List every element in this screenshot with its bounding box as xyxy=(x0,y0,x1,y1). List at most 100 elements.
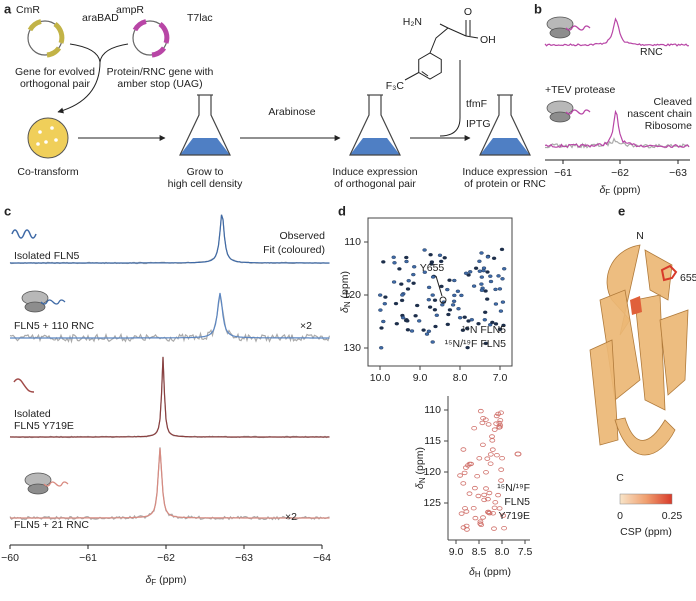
contour xyxy=(474,474,481,479)
contour xyxy=(492,500,499,505)
label: C xyxy=(616,472,624,484)
peak xyxy=(445,287,450,292)
peak xyxy=(413,314,418,318)
peak xyxy=(469,318,474,322)
spectrum xyxy=(10,214,330,264)
label: nascent chain xyxy=(627,108,692,120)
peak xyxy=(483,289,488,293)
peak xyxy=(500,300,506,304)
nascent-chain xyxy=(565,25,591,31)
axis-symbol: δ xyxy=(599,184,605,196)
contour xyxy=(485,422,492,427)
peak xyxy=(439,259,444,264)
residue-sticks xyxy=(660,264,678,282)
peak xyxy=(463,271,469,275)
peak xyxy=(479,282,484,286)
flask-liquid xyxy=(480,138,530,155)
peak xyxy=(481,268,486,273)
peak xyxy=(452,278,457,283)
peak xyxy=(498,309,504,313)
axis-unit: (ppm) xyxy=(339,271,351,301)
peak xyxy=(497,287,503,291)
axis-subscript: F xyxy=(151,578,156,587)
spectrum xyxy=(544,17,690,47)
tick-label: 110 xyxy=(344,236,361,248)
axis-unit: (ppm) xyxy=(414,447,426,477)
isolated-chain xyxy=(13,378,35,393)
peak xyxy=(493,302,499,306)
contour xyxy=(477,521,484,526)
tick-label: 120 xyxy=(343,289,361,301)
peak xyxy=(404,259,409,264)
label: FLN5 + 110 RNC xyxy=(14,320,94,332)
spectrum xyxy=(10,447,330,519)
flask-liquid xyxy=(350,138,400,155)
axis-label: δF (ppm) xyxy=(599,184,640,197)
peak xyxy=(485,270,490,274)
label: ×2 xyxy=(300,320,312,332)
contour xyxy=(480,515,486,520)
contour xyxy=(460,481,467,486)
flask xyxy=(179,95,231,156)
peak xyxy=(426,285,432,290)
peak xyxy=(432,298,438,302)
highlight xyxy=(439,296,447,304)
label: tfmF xyxy=(466,98,487,110)
peak xyxy=(433,324,438,329)
peak xyxy=(430,340,435,344)
label: Isolated FLN5 xyxy=(14,250,80,262)
peak xyxy=(430,293,435,297)
tick-label: 9.0 xyxy=(413,372,428,384)
peak xyxy=(488,323,493,327)
flask xyxy=(479,95,531,156)
label: ampR xyxy=(116,4,144,16)
axis-subscript: F xyxy=(605,188,610,197)
axis-unit: (ppm) xyxy=(156,574,186,586)
contour xyxy=(487,461,494,466)
peak xyxy=(405,319,410,323)
panel-label: b xyxy=(534,1,542,16)
label: Induce expression xyxy=(462,166,547,178)
spectrum xyxy=(10,356,330,438)
peak xyxy=(399,282,404,286)
peak xyxy=(397,267,402,271)
peak xyxy=(399,298,405,303)
contour xyxy=(500,513,507,518)
tick-label: 110 xyxy=(424,404,441,416)
peak xyxy=(477,269,482,273)
peak xyxy=(501,323,506,328)
nascent-chain xyxy=(40,299,66,305)
spectrum xyxy=(544,109,690,149)
colony xyxy=(44,140,48,144)
peak xyxy=(485,297,490,301)
gene-arc xyxy=(53,21,65,44)
contour xyxy=(491,526,497,531)
peak xyxy=(483,341,488,346)
flask-liquid xyxy=(180,138,230,155)
label: of orthogonal pair xyxy=(334,178,416,190)
peak xyxy=(429,260,435,264)
spectrum xyxy=(9,447,330,521)
contour xyxy=(496,420,503,426)
contour xyxy=(491,427,498,432)
contour xyxy=(472,515,479,521)
peak xyxy=(411,272,416,277)
label: FLN5 + 21 RNC xyxy=(14,519,89,531)
label: Observed xyxy=(279,230,325,242)
peak xyxy=(447,308,453,312)
ribosome xyxy=(549,111,571,123)
peak xyxy=(488,279,494,284)
panel-label: e xyxy=(618,203,625,218)
peak xyxy=(379,326,384,330)
protein-ribbon xyxy=(589,339,619,446)
peak xyxy=(482,318,487,322)
peak xyxy=(392,261,397,265)
tick-label: −64 xyxy=(313,552,331,564)
contour xyxy=(486,510,492,516)
tick-label: 115 xyxy=(424,435,441,447)
contour xyxy=(485,509,491,515)
protein-ribbon xyxy=(644,249,673,301)
contour xyxy=(495,492,502,498)
axis-label: δF (ppm) xyxy=(145,574,186,587)
line xyxy=(435,275,443,297)
